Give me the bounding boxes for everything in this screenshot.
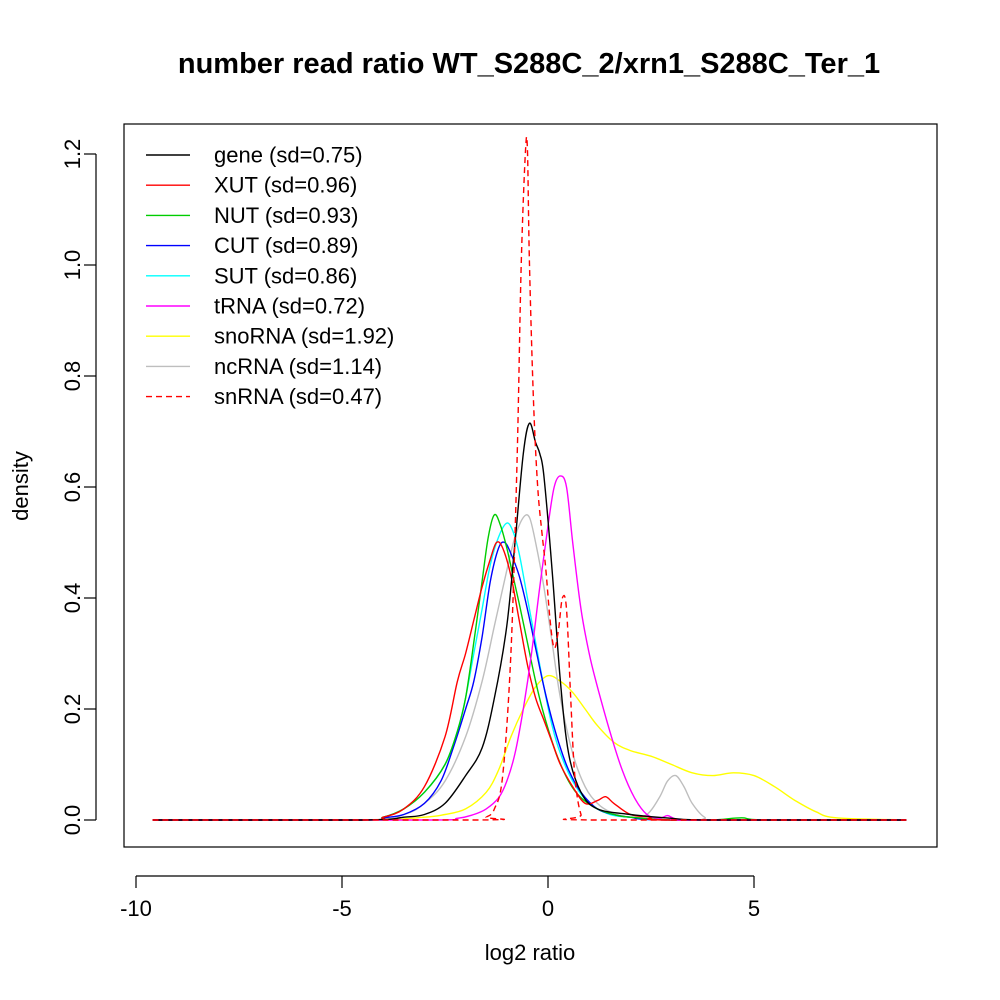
legend-label: ncRNA (sd=1.14) <box>214 354 382 379</box>
x-axis: -10 -5 0 5 <box>120 875 760 921</box>
x-tick-label: 5 <box>748 896 760 921</box>
series-line <box>152 422 907 821</box>
y-axis: 0.0 0.2 0.4 0.6 0.8 1.0 1.2 <box>60 139 97 836</box>
x-axis-label: log2 ratio <box>485 940 576 965</box>
series-line <box>152 514 907 821</box>
series-line <box>152 674 907 821</box>
legend-label: snoRNA (sd=1.92) <box>214 324 394 349</box>
legend-label: SUT (sd=0.86) <box>214 263 357 288</box>
legend-label: NUT (sd=0.93) <box>214 203 358 228</box>
legend-label: tRNA (sd=0.72) <box>214 294 365 319</box>
series-line <box>152 513 907 821</box>
y-tick-label: 1.0 <box>60 250 85 281</box>
chart-title: number read ratio WT_S288C_2/xrn1_S288C_… <box>178 48 880 80</box>
y-tick-label: 0.8 <box>60 361 85 392</box>
plot-frame <box>123 123 938 848</box>
legend-label: CUT (sd=0.89) <box>214 233 358 258</box>
y-tick-label: 0.0 <box>60 805 85 836</box>
series-line <box>152 541 907 821</box>
legend-label: gene (sd=0.75) <box>214 143 363 168</box>
series-line <box>152 475 907 821</box>
y-tick-label: 1.2 <box>60 139 85 170</box>
y-tick-label: 0.4 <box>60 583 85 614</box>
legend-label: XUT (sd=0.96) <box>214 173 357 198</box>
y-tick-label: 0.6 <box>60 472 85 503</box>
legend-label: snRNA (sd=0.47) <box>214 384 382 409</box>
legend: gene (sd=0.75) XUT (sd=0.96) NUT (sd=0.93)… <box>146 143 394 409</box>
series-layer <box>152 136 907 821</box>
series-line <box>152 136 907 821</box>
y-tick-label: 0.2 <box>60 694 85 725</box>
y-axis-label: density <box>8 451 33 521</box>
x-tick-label: -10 <box>120 896 152 921</box>
x-tick-label: 0 <box>542 896 554 921</box>
x-tick-label: -5 <box>332 896 352 921</box>
